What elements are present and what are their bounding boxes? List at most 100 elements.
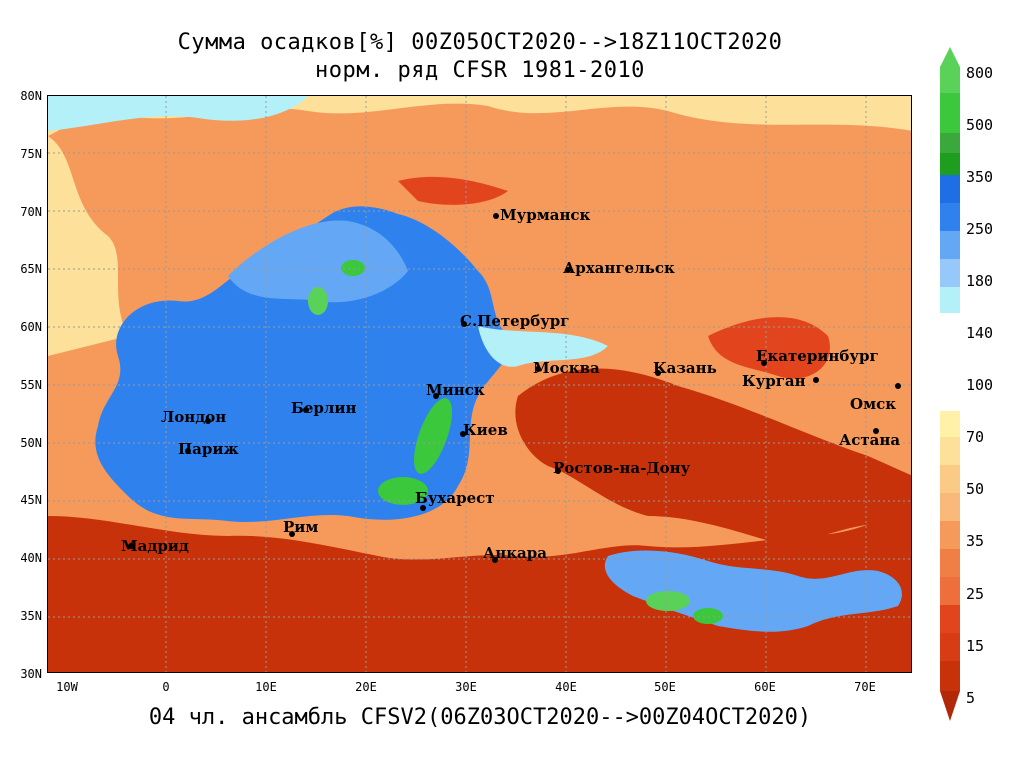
- peak-green: [693, 608, 723, 624]
- colorbar-bin: [940, 259, 960, 287]
- peak-green: [646, 591, 690, 611]
- city-marker: Астана: [839, 428, 900, 449]
- colorbar-label: 800: [966, 64, 994, 82]
- colorbar-bin: [940, 493, 960, 521]
- lon-label: 70E: [854, 680, 876, 694]
- colorbar-top-arrow: [940, 47, 960, 67]
- city-label: Ростов-на-Дону: [553, 459, 691, 477]
- colorbar-label: 70: [966, 428, 985, 446]
- city-marker: Мадрид: [121, 537, 189, 555]
- colorbar-bin: [940, 175, 960, 203]
- colorbar-label: 250: [966, 220, 994, 238]
- lat-label: 30N: [20, 667, 42, 681]
- city-label: Рим: [283, 518, 318, 536]
- city-label: Астана: [839, 431, 900, 449]
- atlantic-light-zone: [48, 136, 128, 356]
- map-title: Сумма осадков[%] 00Z05OCT2020-->18Z11OCT…: [177, 30, 783, 55]
- city-label: Екатеринбург: [756, 347, 879, 365]
- lat-label: 35N: [20, 609, 42, 623]
- colorbar-label: 500: [966, 116, 994, 134]
- colorbar-bin: [940, 633, 960, 661]
- city-label: Архангельск: [563, 259, 675, 277]
- city-marker: Мурманск: [493, 206, 591, 224]
- colorbar-bin: [940, 231, 960, 259]
- city-layer: Мурманск Архангельск С.Петербург Москва …: [121, 206, 901, 563]
- lon-label: 40E: [555, 680, 577, 694]
- colorbar-label: 25: [966, 585, 985, 603]
- lon-label: 60E: [754, 680, 776, 694]
- colorbar: [940, 47, 960, 721]
- colorbar-label: 100: [966, 376, 994, 394]
- city-marker: С.Петербург: [460, 312, 569, 330]
- city-label: Берлин: [291, 399, 357, 417]
- city-marker: Минск: [426, 381, 485, 399]
- peak-green: [341, 260, 365, 276]
- colorbar-bin: [940, 437, 960, 465]
- colorbar-label: 350: [966, 168, 994, 186]
- dry-zone-ural: [708, 317, 830, 379]
- colorbar-label: 50: [966, 480, 985, 498]
- colorbar-bin: [940, 577, 960, 605]
- city-label: Казань: [653, 359, 717, 377]
- lat-label: 80N: [20, 89, 42, 103]
- lat-label: 60N: [20, 320, 42, 334]
- city-marker: Бухарест: [415, 489, 495, 511]
- lat-label: 45N: [20, 493, 42, 507]
- lat-label: 55N: [20, 378, 42, 392]
- lat-label: 70N: [20, 205, 42, 219]
- city-label: Минск: [426, 381, 485, 399]
- colorbar-bin: [940, 287, 960, 313]
- transition-zone: [478, 326, 608, 367]
- lat-label: 50N: [20, 436, 42, 450]
- lon-label: 10W: [56, 680, 78, 694]
- city-label: Киев: [463, 421, 508, 439]
- colorbar-bin: [940, 549, 960, 577]
- city-marker: Омск: [850, 383, 901, 413]
- city-marker: Курган: [742, 372, 819, 390]
- peak-green: [378, 477, 428, 505]
- city-label: Анкара: [483, 544, 547, 562]
- city-label: Москва: [533, 359, 600, 377]
- lon-label: 50E: [654, 680, 676, 694]
- city-label: Мурманск: [500, 206, 591, 224]
- city-marker: Архангельск: [563, 259, 675, 277]
- dry-zone-south: [48, 506, 911, 672]
- city-label: Курган: [742, 372, 806, 390]
- colorbar-label: 15: [966, 637, 985, 655]
- colorbar-bin: [940, 133, 960, 153]
- city-marker: Париж: [178, 440, 239, 458]
- colorbar-bin: [940, 411, 960, 437]
- colorbar-bin: [940, 93, 960, 133]
- lon-label: 0: [162, 680, 170, 694]
- colorbar-bottom-arrow: [940, 691, 960, 721]
- city-marker: Екатеринбург: [756, 347, 879, 366]
- city-label: Мадрид: [121, 537, 189, 555]
- scandinavia-zone: [228, 220, 408, 303]
- city-marker: Рим: [283, 518, 318, 537]
- city-label: Париж: [178, 440, 239, 458]
- colorbar-label: 180: [966, 272, 994, 290]
- city-marker: Берлин: [291, 399, 357, 417]
- city-marker: Москва: [533, 359, 600, 377]
- colorbar-bin: [940, 465, 960, 493]
- colorbar-bin: [940, 153, 960, 175]
- arctic-cyan-zone: [48, 96, 308, 131]
- lon-label: 30E: [455, 680, 477, 694]
- map-canvas: Мурманск Архангельск С.Петербург Москва …: [48, 96, 911, 672]
- map-subtitle: норм. ряд CFSR 1981-2010: [315, 58, 645, 83]
- city-marker: Лондон: [161, 408, 226, 426]
- dry-zone-east: [515, 368, 911, 546]
- colorbar-bin: [940, 661, 960, 691]
- city-marker: Ростов-на-Дону: [553, 459, 691, 477]
- colorbar-bin: [940, 203, 960, 231]
- lat-label: 75N: [20, 147, 42, 161]
- lat-label: 40N: [20, 551, 42, 565]
- dry-zone-barents: [398, 176, 508, 205]
- city-marker: Анкара: [483, 544, 547, 563]
- lat-label: 65N: [20, 262, 42, 276]
- colorbar-bin: [940, 521, 960, 549]
- peak-green: [308, 287, 328, 315]
- peak-green: [414, 398, 452, 474]
- colorbar-label: 5: [966, 689, 976, 707]
- middle-east-zone: [604, 550, 902, 632]
